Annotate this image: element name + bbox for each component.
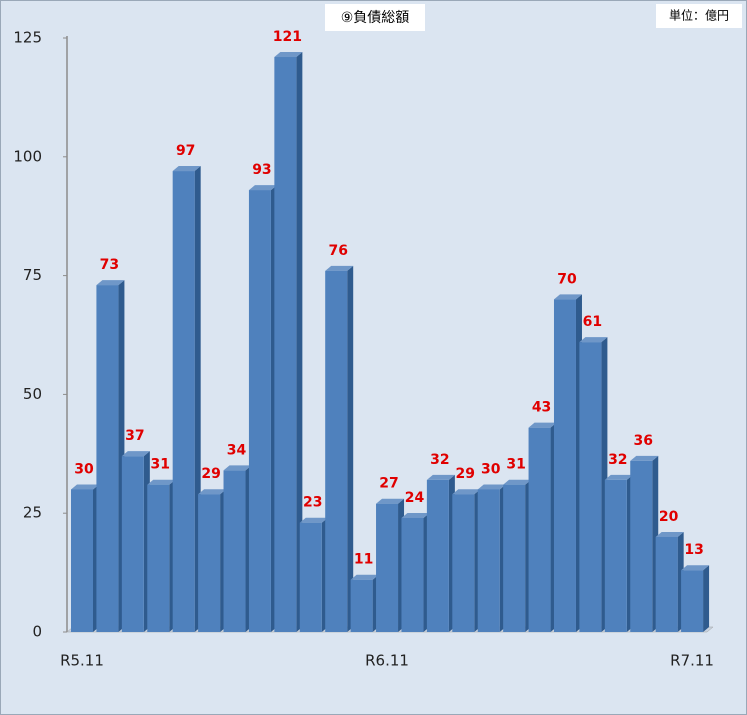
bar-top: [198, 489, 227, 495]
bar-top: [299, 517, 328, 523]
bar: [325, 270, 348, 632]
bar-top: [274, 52, 303, 58]
bar-side: [296, 52, 303, 633]
value-label: 37: [125, 428, 144, 444]
value-label: 23: [303, 495, 322, 511]
bar-top: [630, 455, 659, 461]
bar: [681, 570, 704, 632]
bar-top: [71, 484, 99, 490]
bar-top: [223, 465, 252, 471]
bar: [604, 479, 627, 632]
bar-top: [121, 451, 150, 457]
bar-top: [350, 574, 379, 580]
value-label: 76: [328, 243, 347, 259]
bar-top: [553, 294, 582, 300]
bar: [299, 522, 322, 632]
y-tick-label: 125: [13, 29, 42, 47]
bar-top: [248, 185, 277, 191]
value-label: 29: [456, 466, 475, 482]
bar-top: [528, 422, 557, 428]
bar-top: [172, 166, 201, 172]
value-label: 29: [201, 466, 220, 482]
value-label: 24: [405, 490, 425, 506]
bar-top: [579, 337, 608, 343]
x-tick-label: R7.11: [670, 652, 714, 670]
bar-side: [703, 565, 710, 632]
bar: [503, 484, 526, 632]
bar: [376, 503, 399, 632]
value-label: 20: [659, 509, 679, 525]
bar: [452, 494, 475, 632]
value-label: 43: [532, 400, 551, 416]
title-box: [325, 4, 425, 31]
value-label: 31: [506, 457, 525, 473]
bar: [579, 342, 602, 632]
y-tick-label: 0: [32, 623, 42, 641]
value-label: 32: [608, 452, 627, 468]
value-label: 36: [633, 433, 652, 449]
value-label: 30: [481, 461, 501, 477]
bar: [147, 484, 170, 632]
bar-top: [426, 474, 455, 480]
bar-top: [452, 489, 481, 495]
bar: [121, 456, 144, 632]
chart-title: ⑨負債総額: [341, 10, 410, 26]
bar: [655, 536, 678, 632]
bar: [223, 470, 246, 632]
y-tick-label: 100: [13, 147, 42, 165]
bar: [198, 494, 221, 632]
bar-top: [604, 474, 633, 480]
bar-top: [477, 484, 506, 490]
bar-top: [325, 265, 354, 271]
bar: [350, 579, 373, 632]
bar: [553, 299, 576, 632]
y-tick-label: 50: [23, 385, 42, 403]
bar: [274, 57, 297, 633]
value-label: 32: [430, 452, 449, 468]
unit-label: 単位：億円: [669, 8, 729, 23]
bar: [96, 285, 119, 632]
value-label: 93: [252, 162, 271, 178]
value-label: 30: [74, 461, 94, 477]
bar: [172, 171, 195, 632]
bar-top: [147, 479, 176, 485]
bar: [248, 190, 271, 632]
value-label: 97: [176, 143, 195, 159]
x-tick-label: R6.11: [365, 652, 409, 670]
x-tick-label: R5.11: [60, 652, 104, 670]
value-label: 31: [151, 457, 170, 473]
bar-top: [655, 531, 684, 537]
value-label: 73: [100, 257, 119, 273]
unit-box: [656, 4, 742, 28]
value-label: 11: [354, 552, 373, 568]
bar: [71, 489, 93, 632]
bar: [528, 427, 551, 632]
value-label: 70: [557, 271, 577, 287]
bar-top: [681, 565, 710, 571]
bar-top: [503, 479, 532, 485]
bar: [630, 460, 653, 632]
bar: [477, 489, 500, 632]
bar-top: [376, 498, 405, 504]
y-tick-label: 25: [23, 504, 42, 522]
value-label: 61: [583, 314, 602, 330]
value-label: 34: [227, 442, 247, 458]
bar: [426, 479, 449, 632]
bar-top: [96, 280, 125, 286]
value-label: 121: [273, 29, 302, 45]
value-label: 13: [684, 542, 703, 558]
y-tick-label: 75: [23, 266, 42, 284]
bar-top: [401, 512, 430, 518]
bar: [401, 517, 424, 632]
bar-side: [347, 265, 354, 632]
value-label: 27: [379, 476, 398, 492]
